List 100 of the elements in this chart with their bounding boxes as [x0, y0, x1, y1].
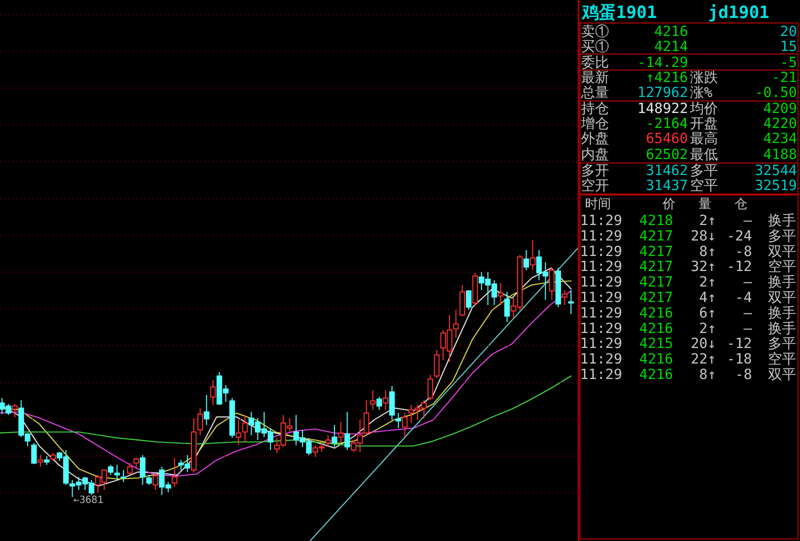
- text: 仓: [734, 197, 748, 212]
- annotation: 2↑: [699, 320, 716, 337]
- annotation: 4217: [639, 244, 673, 260]
- text: 总量: [580, 85, 609, 101]
- candlestick: [530, 240, 536, 271]
- text: 28↓: [690, 228, 716, 244]
- candlestick: [370, 390, 376, 410]
- candlestick: [472, 272, 478, 306]
- text: 最高: [690, 131, 718, 147]
- text: 多开: [581, 163, 609, 179]
- text: -12: [726, 336, 752, 352]
- text: 空开: [581, 178, 609, 194]
- candlestick: [31, 442, 37, 465]
- text: 增仓: [580, 116, 609, 132]
- annotation: 8↑: [699, 367, 716, 383]
- text: 鸡蛋1901: [581, 3, 657, 23]
- text: 4234: [763, 131, 797, 147]
- candlestick: [460, 284, 466, 317]
- annotation: 4216: [639, 352, 673, 368]
- text: 外盘: [581, 131, 609, 147]
- annotation: 11:29: [580, 290, 622, 306]
- text: 空平: [690, 178, 718, 194]
- text: 最低: [690, 147, 718, 163]
- text: 11:29: [580, 213, 622, 229]
- text: 买①: [581, 39, 609, 55]
- text: 涨%: [690, 85, 713, 101]
- annotation: 8↑: [699, 244, 716, 260]
- candlestick: [114, 464, 120, 481]
- annotation: 4217: [639, 290, 673, 306]
- candlestick: [152, 474, 158, 491]
- text: -0.50: [754, 85, 797, 101]
- text: 多平: [690, 163, 718, 179]
- text: 32519: [754, 178, 797, 194]
- candlestick: [434, 349, 440, 379]
- text: —: [744, 213, 753, 229]
- candlestick: [396, 412, 402, 429]
- candlestick: [210, 380, 216, 406]
- annotation: 32↑: [690, 259, 716, 276]
- text: 4220: [763, 116, 797, 132]
- candlestick: [172, 457, 178, 488]
- text: 4214: [654, 39, 688, 55]
- text: 空平: [768, 259, 796, 276]
- annotation: 4215: [639, 336, 673, 352]
- text: 多平: [768, 228, 796, 244]
- text: 时间: [585, 197, 611, 212]
- text: 双平: [768, 244, 796, 260]
- candlestick: [498, 282, 504, 306]
- candlestick: [568, 290, 574, 315]
- text: 4188: [763, 147, 797, 163]
- text: 32544: [754, 163, 797, 179]
- annotation: 4217: [639, 274, 673, 291]
- candlestick: [236, 419, 242, 446]
- text: -12: [726, 259, 752, 276]
- text: 最新: [581, 70, 609, 86]
- text: 2↑: [699, 213, 716, 229]
- text: 涨跌: [690, 70, 718, 86]
- text: -4: [735, 290, 752, 306]
- text: 换手: [768, 213, 796, 229]
- candlestick: [466, 290, 472, 310]
- text: 内盘: [581, 147, 609, 163]
- candlestick: [382, 390, 388, 410]
- text: -14.29: [637, 55, 688, 71]
- annotation: 4217: [639, 259, 673, 276]
- text: 换手: [768, 274, 796, 291]
- candlestick: [428, 374, 434, 401]
- text: —: [744, 305, 753, 322]
- annotation: 6↑: [699, 305, 716, 322]
- annotation: 11:29: [580, 320, 622, 337]
- candlestick: [376, 396, 382, 410]
- candlestick: [453, 309, 459, 338]
- annotation: ←3681: [73, 495, 104, 506]
- annotation: 4216: [639, 320, 673, 337]
- annotation: 11:29: [580, 352, 622, 368]
- text: 双平: [768, 367, 796, 383]
- text: 62502: [646, 147, 688, 163]
- annotation: 11:29: [580, 274, 622, 291]
- text: 31437: [646, 178, 688, 194]
- candlestick: [562, 290, 568, 306]
- candlestick: [402, 412, 408, 438]
- candlestick: [140, 454, 146, 486]
- text: 空平: [768, 352, 796, 368]
- annotation: 11:29: [580, 305, 622, 322]
- text: -2164: [646, 116, 688, 132]
- candlestick: [364, 400, 370, 436]
- text: 持仓: [581, 101, 609, 117]
- candlestick: [325, 434, 331, 448]
- text: 双平: [768, 290, 796, 306]
- text: 换手: [768, 320, 796, 337]
- annotation: 11:29: [580, 244, 622, 260]
- candlestick: [229, 398, 235, 438]
- text: 4218: [639, 213, 673, 229]
- text: 4217: [639, 228, 673, 244]
- text: —: [744, 274, 753, 291]
- text: jd1901: [708, 3, 770, 23]
- text: 11:29: [580, 228, 622, 244]
- candlestick: [12, 403, 18, 418]
- text: 量: [698, 197, 712, 212]
- candlestick: [549, 268, 555, 300]
- candlestick: [242, 414, 248, 442]
- annotation: 11:29: [580, 336, 622, 352]
